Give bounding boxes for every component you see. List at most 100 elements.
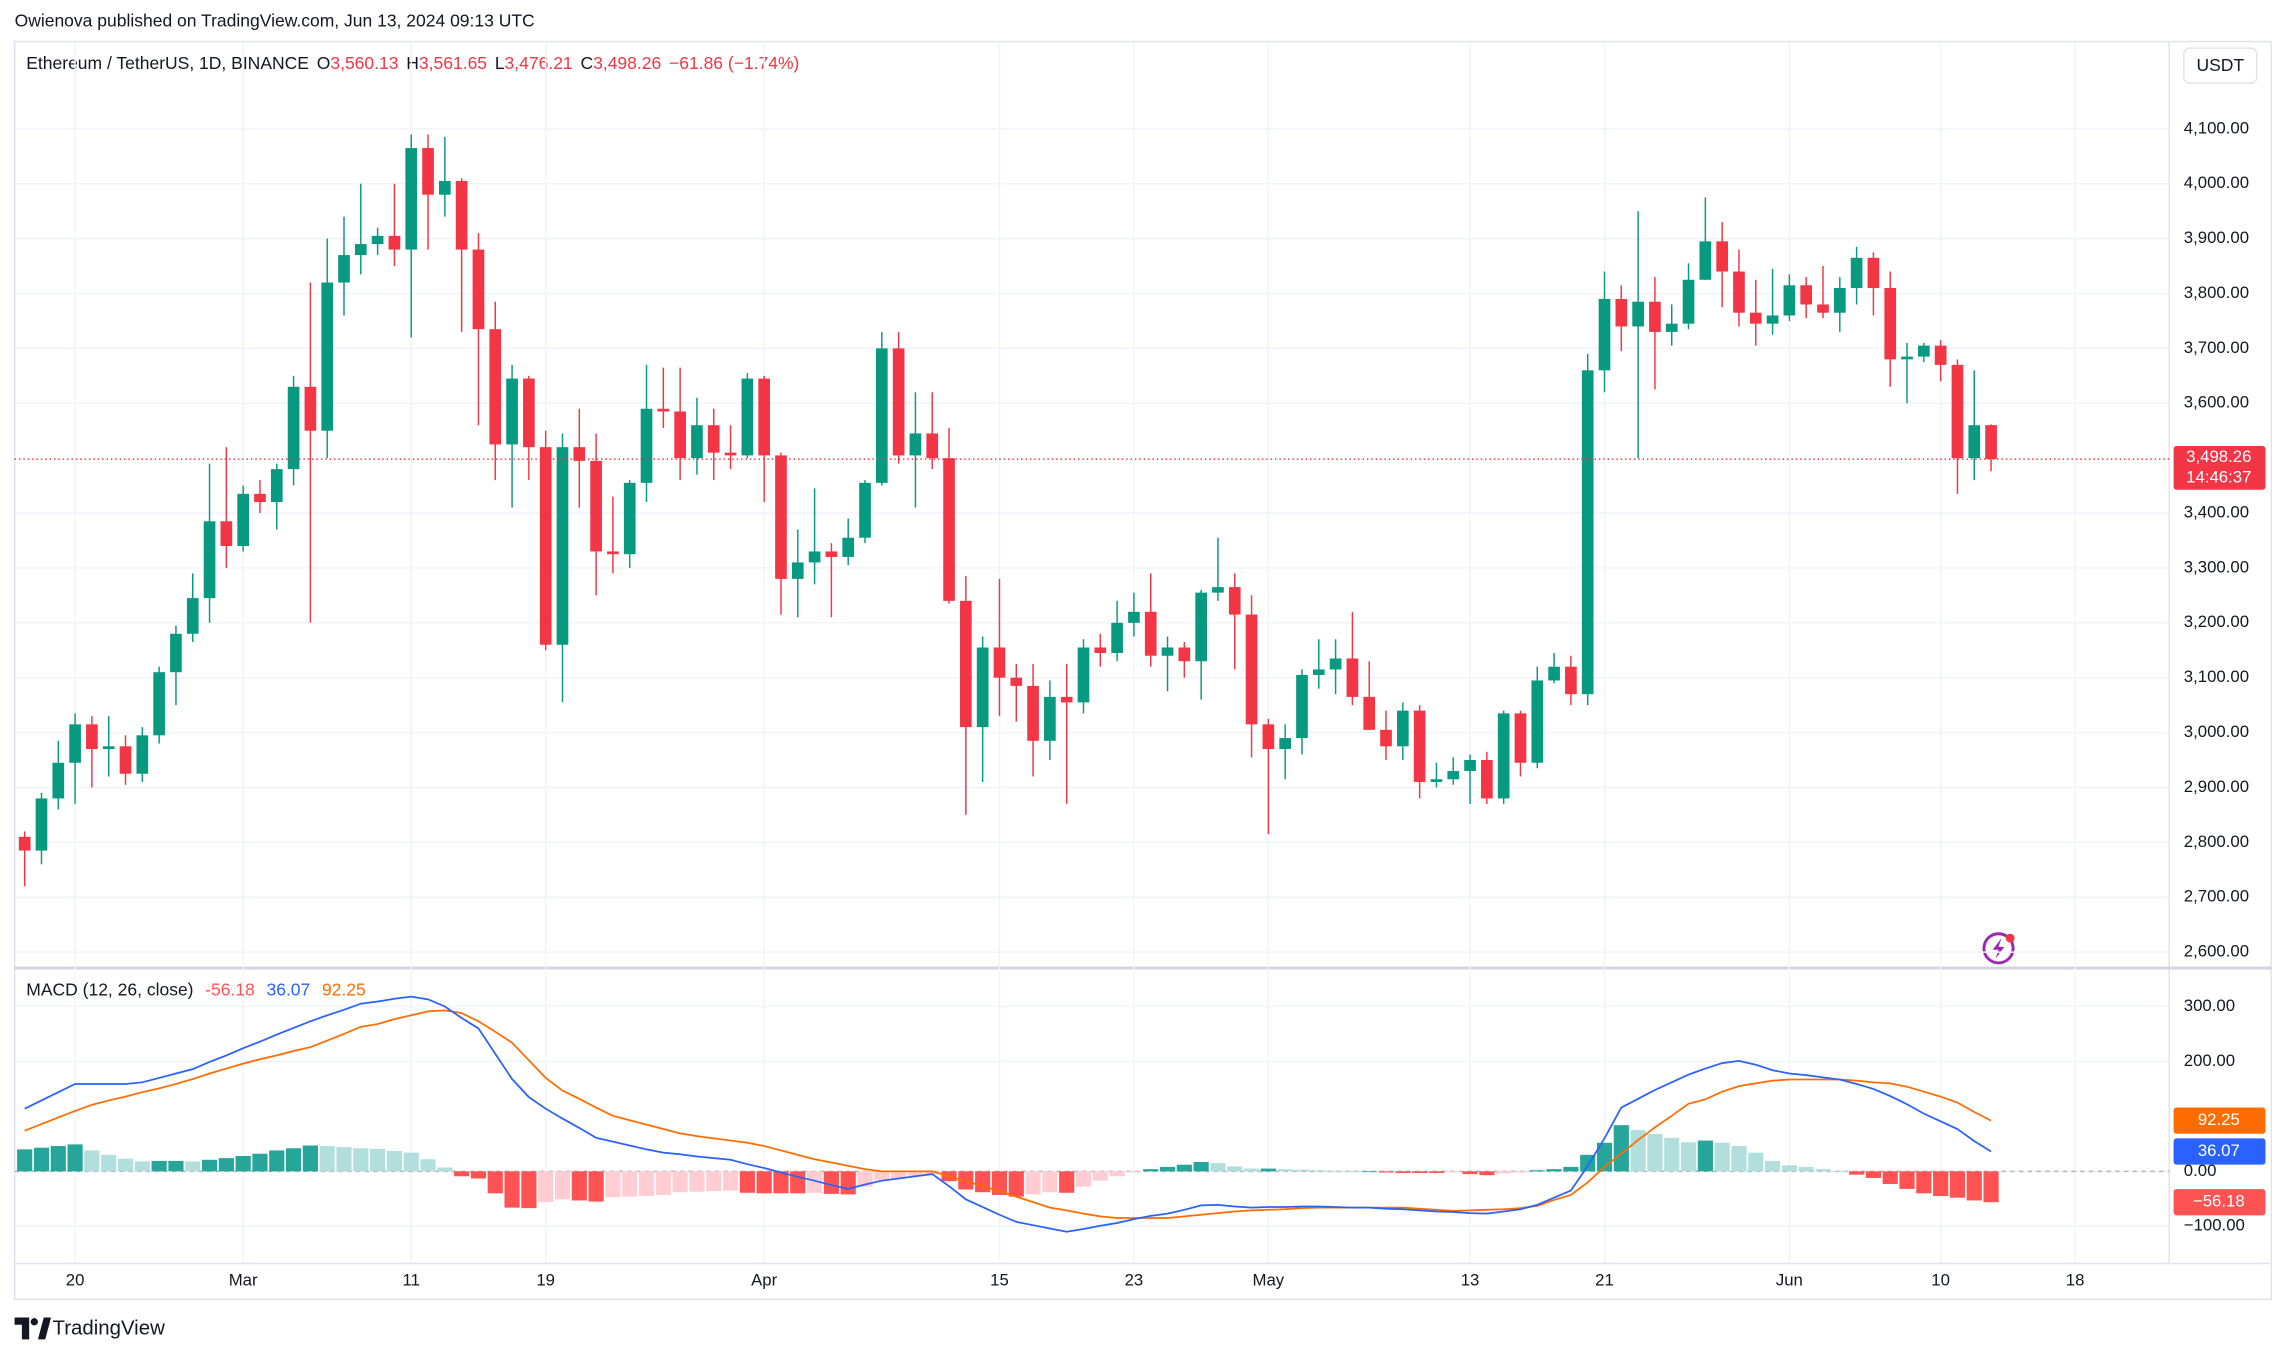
histogram-bar [1798, 1166, 1814, 1172]
y-tick-label: 3,600.00 [2184, 393, 2249, 412]
histogram-bar [773, 1171, 789, 1194]
histogram-bar [1025, 1171, 1041, 1195]
y-tick-label: 4,100.00 [2184, 118, 2249, 137]
histogram-bar [319, 1146, 335, 1172]
histogram-bar [823, 1171, 839, 1194]
ohlc-value: 3,498.26 [593, 53, 661, 73]
candle-body [1867, 257, 1880, 289]
histogram-bar [1764, 1160, 1781, 1172]
candle-body [1985, 425, 1997, 460]
candle-body [136, 735, 149, 774]
histogram-bar [1983, 1171, 1999, 1203]
histogram-bar [1445, 1171, 1461, 1173]
x-tick-label: 19 [536, 1270, 555, 1289]
candle-body [1833, 288, 1846, 313]
candle-body [1632, 301, 1644, 327]
histogram-tag-box [2173, 1189, 2266, 1216]
y-tick-label: 3,300.00 [2184, 557, 2249, 576]
candle-body [607, 551, 619, 555]
y-tick-label: 3,100.00 [2184, 667, 2249, 686]
histogram-bar [1546, 1169, 1562, 1172]
macd-line [24, 995, 1992, 1233]
y-tick-label: 3,000.00 [2184, 722, 2249, 741]
histogram-bar [605, 1171, 621, 1198]
histogram-bar [706, 1171, 722, 1192]
candle-body [657, 408, 670, 412]
histogram-bar [370, 1148, 386, 1172]
x-tick-label: Apr [751, 1270, 778, 1289]
candle-body [69, 724, 81, 763]
y-tick-label: 300.00 [2184, 996, 2235, 1015]
histogram-bar [1916, 1171, 1932, 1194]
histogram-bar [1344, 1171, 1360, 1173]
candle-body [875, 348, 888, 483]
signal-tag-box [2173, 1107, 2266, 1134]
histogram-bar [571, 1171, 587, 1201]
macd-title: MACD (12, 26, close) [26, 979, 193, 999]
x-tick-label: May [1253, 1270, 1285, 1289]
flash-icon-dot[interactable] [2005, 933, 2015, 943]
histogram-bar [1815, 1169, 1831, 1172]
y-tick-label: 2,600.00 [2184, 942, 2249, 961]
candle-body [1766, 315, 1779, 324]
histogram-bar [1260, 1168, 1276, 1172]
x-tick-label: 18 [2066, 1270, 2085, 1289]
histogram-bar [722, 1171, 739, 1191]
candle-body [422, 148, 434, 195]
y-tick-label: 0.00 [2184, 1161, 2217, 1180]
currency-button-box[interactable] [2183, 47, 2258, 84]
candle-body [203, 521, 216, 599]
candle-body [1329, 658, 1342, 670]
histogram-bar [285, 1148, 302, 1172]
footer-brand[interactable]: TradingView [53, 1318, 166, 1340]
histogram-bar [235, 1155, 251, 1172]
histogram-bar [1899, 1171, 1915, 1189]
histogram-bar [1227, 1166, 1243, 1172]
histogram-bar [1243, 1168, 1260, 1172]
logo-mark[interactable] [30, 1318, 38, 1326]
candle-body [825, 551, 838, 557]
currency-label[interactable]: USDT [2196, 55, 2244, 75]
histogram-bar [101, 1154, 117, 1172]
histogram-bar [1849, 1171, 1865, 1175]
histogram-bar [1361, 1171, 1377, 1173]
candle-body [1918, 345, 1930, 357]
histogram-bar [1159, 1166, 1176, 1172]
candle-body [1581, 370, 1594, 695]
candle-body [287, 386, 300, 470]
histogram-bar [1092, 1171, 1108, 1181]
currency-button[interactable]: USDT [2183, 47, 2258, 84]
candle-body [35, 798, 48, 851]
histogram-bar [588, 1171, 604, 1202]
histogram-bar [807, 1171, 823, 1193]
signal-tag: 92.25 [2198, 1110, 2240, 1129]
candle-body [523, 378, 535, 448]
flash-icon-ring[interactable] [1982, 932, 2015, 965]
candle-body [1682, 279, 1695, 324]
histogram-bar [739, 1171, 755, 1193]
x-tick-label: 11 [403, 1270, 420, 1289]
candle-body [220, 521, 233, 546]
candle-body [808, 551, 821, 563]
histogram-tag: −56.18 [2193, 1192, 2245, 1211]
candle-body [1178, 647, 1191, 662]
ohlc-value: 3,476.21 [505, 53, 573, 73]
flash-icon-bolt[interactable] [1992, 938, 2005, 959]
histogram-bar [1949, 1171, 1966, 1198]
histogram-bar [1294, 1169, 1310, 1172]
candle-body [623, 482, 636, 555]
candle-body [489, 329, 502, 445]
candle-body [1413, 710, 1426, 782]
candle-body [1346, 658, 1359, 697]
candle-body [1380, 729, 1392, 747]
candle-body [186, 598, 199, 634]
candle-body [1531, 680, 1544, 763]
candle-body [1447, 770, 1460, 780]
candle-body [1565, 666, 1577, 695]
candle-body [1464, 760, 1476, 771]
flash-icon[interactable] [1982, 932, 2015, 965]
histogram-bar [1748, 1152, 1764, 1172]
histogram-bar [470, 1171, 487, 1179]
histogram-bar [1210, 1163, 1226, 1172]
logo-mark[interactable] [37, 1317, 52, 1340]
